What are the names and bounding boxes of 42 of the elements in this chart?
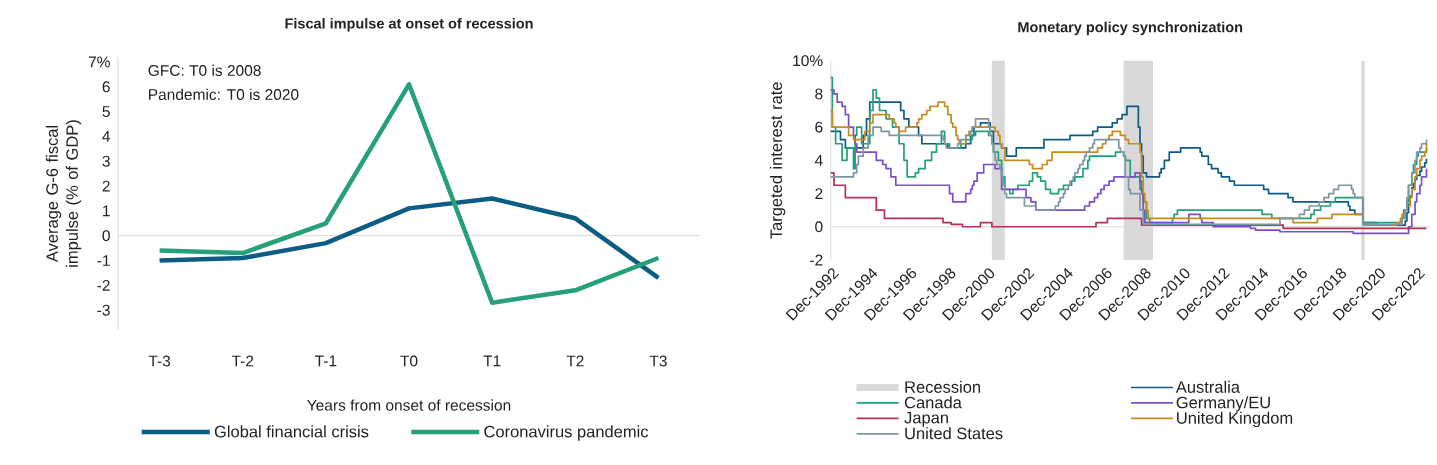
legend-label: Global financial crisis (214, 425, 369, 438)
x-axis-title: Years from onset of recession (307, 399, 511, 411)
legend-label: Australia (1175, 380, 1241, 393)
y-tick-label: -3 (97, 304, 110, 316)
y-tick-label: 6 (815, 121, 823, 133)
y-tick-label: 8 (815, 88, 823, 100)
y-axis-title: Targeted interest rate (769, 82, 786, 239)
legend-label: Japan (904, 411, 948, 427)
legend-label: Recession (905, 380, 981, 393)
line-series (157, 196, 661, 281)
chart-title: Fiscal impulse at onset of recession (285, 17, 533, 32)
x-tick-label: T0 (400, 355, 418, 367)
y-tick-label: -1 (97, 255, 110, 266)
y-tick-label: 4 (814, 155, 823, 166)
y-tick-label: -2 (97, 279, 110, 291)
x-tick-label: T-2 (231, 355, 254, 367)
y-tick-label: 7% (88, 56, 110, 68)
legend-label: Canada (904, 396, 962, 409)
legend-label: Germany/EU (1176, 396, 1270, 412)
legend-label: United Kingdom (1177, 411, 1293, 428)
y-tick-label: 1 (103, 205, 110, 217)
chart-title: Monetary policy synchronization (1018, 21, 1243, 36)
y-tick-label: 10% (793, 55, 823, 67)
legend-label: Coronavirus pandemic (484, 425, 649, 441)
y-tick-label: 6 (102, 81, 110, 93)
annotation: GFC: T0 is 2008 (148, 64, 261, 77)
y-tick-label: 5 (102, 106, 110, 117)
y-tick-label: 2 (102, 180, 110, 192)
y-tick-label: 2 (815, 188, 823, 199)
legend-label: United States (905, 427, 1003, 440)
y-tick-label: 0 (102, 230, 110, 242)
x-tick-label: T1 (483, 355, 501, 367)
x-tick-label: T-1 (315, 355, 337, 367)
y-tick-label: 0 (815, 221, 823, 233)
annotation: Pandemic: T0 is 2020 (149, 88, 299, 101)
y-axis-title: Average G-6 fiscal impulse (% of GDP) (45, 120, 82, 267)
x-tick-label: T-3 (148, 355, 171, 367)
y-tick-label: -2 (810, 254, 823, 266)
x-tick-label: T3 (649, 355, 667, 367)
y-tick-label: 3 (102, 155, 110, 167)
y-tick-label: 4 (102, 131, 111, 142)
x-tick-label: T2 (566, 355, 584, 367)
